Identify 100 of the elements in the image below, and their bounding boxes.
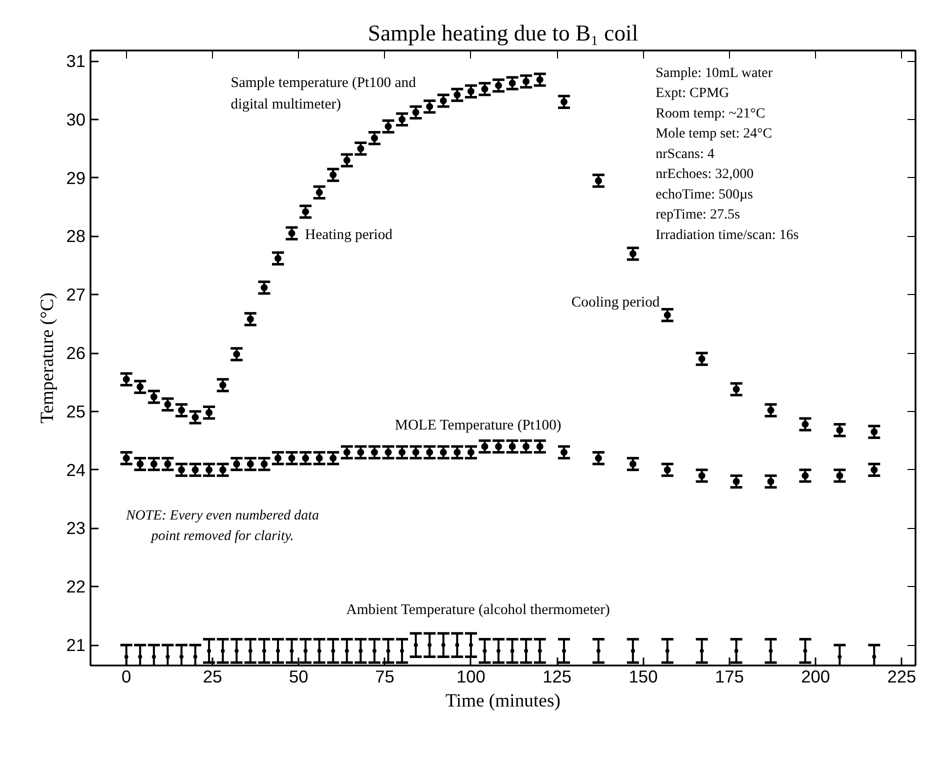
point bbox=[179, 654, 184, 659]
point bbox=[594, 177, 602, 184]
point bbox=[316, 188, 323, 196]
y-tick-label: 30 bbox=[66, 109, 86, 130]
point bbox=[495, 442, 502, 450]
annotation: NOTE: Every even numbered data point removed for clarity. bbox=[124, 508, 320, 544]
annotation: Ambient Temperature (alcohol thermometer) bbox=[346, 602, 610, 618]
point bbox=[138, 654, 142, 659]
point bbox=[734, 648, 738, 653]
y-tick-label: 31 bbox=[66, 51, 86, 72]
point bbox=[467, 88, 474, 95]
point bbox=[630, 648, 635, 653]
point bbox=[767, 478, 774, 486]
point bbox=[538, 648, 542, 653]
point bbox=[246, 460, 254, 468]
point bbox=[536, 442, 544, 450]
point bbox=[192, 414, 199, 421]
point bbox=[700, 648, 704, 653]
point bbox=[122, 376, 130, 383]
point bbox=[343, 156, 350, 164]
point bbox=[274, 454, 282, 462]
point bbox=[629, 460, 636, 468]
point bbox=[412, 108, 420, 116]
point bbox=[454, 91, 461, 98]
point bbox=[193, 654, 198, 659]
point bbox=[698, 355, 706, 362]
point bbox=[288, 454, 296, 462]
annotation: MOLE Temperature (Pt100) bbox=[394, 418, 562, 434]
point bbox=[234, 648, 239, 653]
point bbox=[330, 171, 337, 178]
point bbox=[331, 648, 336, 653]
point bbox=[398, 116, 406, 123]
point bbox=[522, 442, 530, 450]
point bbox=[629, 250, 636, 258]
point bbox=[802, 472, 809, 480]
annotation: Cooling period bbox=[571, 294, 660, 311]
point bbox=[732, 478, 740, 486]
point bbox=[508, 80, 516, 87]
point bbox=[412, 448, 420, 456]
point bbox=[440, 97, 447, 104]
point bbox=[358, 648, 363, 653]
point bbox=[384, 448, 392, 456]
point bbox=[428, 643, 432, 648]
x-tick-label: 50 bbox=[289, 666, 308, 686]
point bbox=[768, 648, 773, 653]
point bbox=[122, 454, 130, 462]
text: Sample: 10mL water Expt: CPMG Room temp: ~21°C Mole temp set: 24°C nrScans: 4 nrEchoes: 32,000 echoTime: 500µs repTime: 27.5s Irradiation time/scan: 16s bbox=[656, 66, 799, 243]
point bbox=[164, 460, 172, 468]
point bbox=[870, 466, 878, 474]
point bbox=[274, 254, 282, 262]
point bbox=[665, 648, 670, 653]
x-tick-label: 100 bbox=[456, 666, 486, 686]
point bbox=[260, 460, 268, 468]
point bbox=[219, 382, 226, 389]
point bbox=[290, 648, 294, 653]
point bbox=[152, 654, 156, 659]
point bbox=[330, 454, 337, 462]
point bbox=[496, 648, 501, 653]
x-axis-title: Time (minutes) bbox=[446, 690, 560, 712]
point bbox=[524, 648, 528, 653]
point bbox=[206, 409, 213, 416]
point bbox=[441, 643, 446, 648]
point bbox=[467, 448, 474, 456]
point bbox=[562, 648, 566, 653]
point bbox=[594, 454, 602, 462]
point bbox=[276, 648, 280, 653]
y-tick-label: 23 bbox=[66, 518, 86, 538]
point bbox=[302, 208, 310, 216]
point bbox=[508, 442, 516, 450]
point bbox=[124, 654, 128, 659]
point bbox=[357, 448, 364, 456]
point bbox=[343, 448, 350, 456]
point bbox=[150, 460, 158, 468]
point bbox=[317, 648, 322, 653]
point bbox=[426, 103, 434, 110]
point bbox=[482, 648, 487, 653]
point bbox=[357, 145, 364, 152]
point bbox=[872, 654, 876, 659]
y-tick-label: 22 bbox=[66, 576, 86, 597]
point bbox=[219, 466, 226, 474]
point bbox=[495, 82, 502, 90]
chart-title: Sample heating due to B₁ coil bbox=[368, 20, 638, 46]
point bbox=[838, 654, 842, 659]
point bbox=[522, 78, 530, 85]
point bbox=[136, 460, 144, 468]
point bbox=[192, 466, 199, 474]
point bbox=[836, 472, 844, 480]
point bbox=[166, 654, 170, 659]
point bbox=[767, 406, 774, 414]
x-tick-label: 75 bbox=[375, 666, 394, 686]
point bbox=[803, 648, 808, 653]
point bbox=[206, 466, 213, 474]
point bbox=[560, 448, 568, 456]
point bbox=[372, 648, 376, 653]
point bbox=[426, 448, 434, 456]
point bbox=[260, 284, 268, 292]
point bbox=[316, 454, 323, 462]
point bbox=[248, 648, 252, 653]
point bbox=[698, 472, 706, 480]
annotation: Sample temperature (Pt100 and digital multimeter) bbox=[230, 75, 417, 113]
